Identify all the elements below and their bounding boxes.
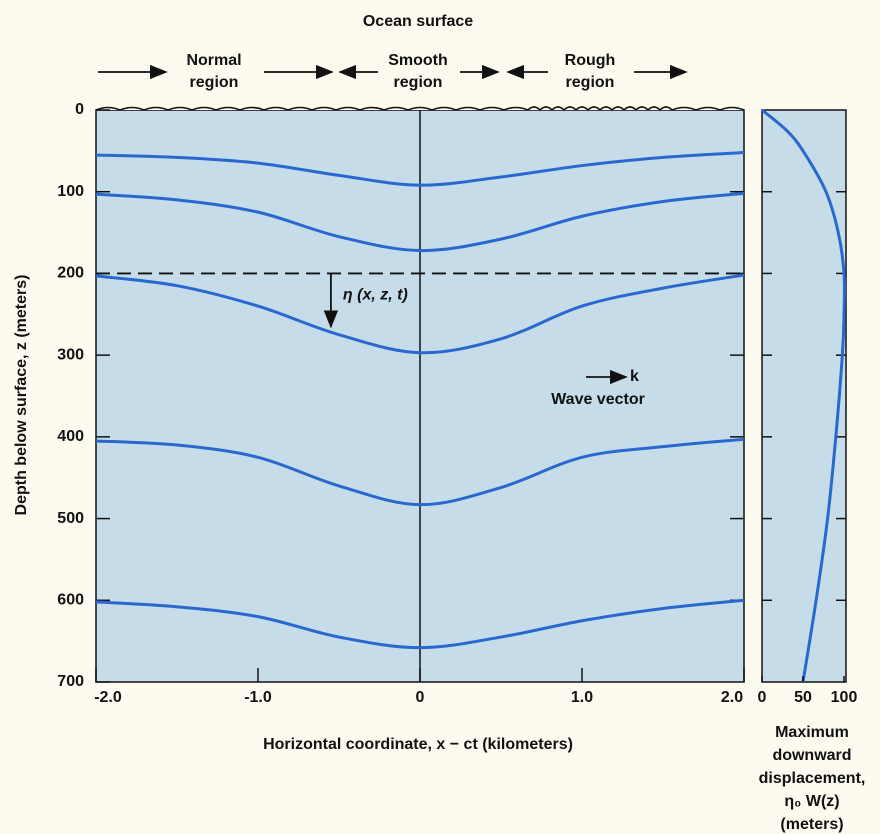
x-tick-label: 0 bbox=[416, 689, 425, 706]
displacement-label: η (x, z, t) bbox=[343, 287, 408, 304]
x-tick-label: -1.0 bbox=[244, 689, 272, 706]
y-tick-label: 400 bbox=[57, 428, 84, 445]
profile-axis-label: (meters) bbox=[780, 816, 843, 833]
isopycnal-line bbox=[95, 191, 745, 253]
profile-x-tick-label: 50 bbox=[794, 689, 812, 706]
isopycnal-line bbox=[95, 150, 745, 187]
region-label: Smooth bbox=[388, 52, 448, 69]
x-tick-label: 1.0 bbox=[571, 689, 593, 706]
x-tick-label: -2.0 bbox=[94, 689, 122, 706]
region-label: Normal bbox=[186, 52, 241, 69]
profile-x-tick-label: 100 bbox=[831, 689, 858, 706]
y-tick-label: 600 bbox=[57, 592, 84, 609]
profile-x-tick-label: 0 bbox=[758, 689, 767, 706]
profile-axis-label: downward bbox=[772, 747, 851, 764]
chart-title: Ocean surface bbox=[363, 13, 473, 30]
wave-vector-symbol: k bbox=[630, 368, 639, 385]
sea-surface bbox=[95, 106, 745, 112]
region-label: region bbox=[566, 74, 615, 91]
wave-vector-label: Wave vector bbox=[551, 391, 645, 408]
y-axis-label: Depth below surface, z (meters) bbox=[13, 275, 30, 516]
y-tick-label: 700 bbox=[57, 673, 84, 690]
y-tick-label: 500 bbox=[57, 510, 84, 527]
profile-axis-label: Maximum bbox=[775, 724, 849, 741]
isopycnal-line bbox=[95, 437, 745, 507]
profile-axis-label: displacement, bbox=[759, 770, 866, 787]
isopycnal-line bbox=[95, 598, 745, 650]
isopycnal-line bbox=[95, 273, 745, 355]
x-axis-label: Horizontal coordinate, x − ct (kilometer… bbox=[263, 736, 573, 753]
profile-axis-label: η₀ W(z) bbox=[784, 793, 839, 810]
profile-line bbox=[761, 108, 846, 683]
y-tick-label: 300 bbox=[57, 346, 84, 363]
profile-area bbox=[761, 109, 847, 683]
region-label: region bbox=[190, 74, 239, 91]
region-label: region bbox=[394, 74, 443, 91]
y-tick-label: 100 bbox=[57, 183, 84, 200]
x-tick-label: 2.0 bbox=[721, 689, 743, 706]
region-label: Rough bbox=[565, 52, 616, 69]
y-tick-label: 200 bbox=[57, 265, 84, 282]
y-tick-label: 0 bbox=[75, 101, 84, 118]
